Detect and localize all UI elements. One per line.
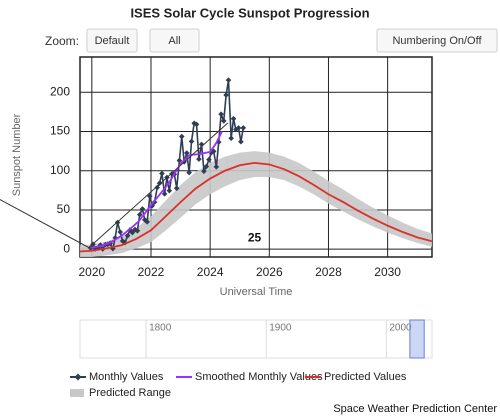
data-point	[112, 235, 118, 241]
data-point	[147, 193, 153, 200]
data-point	[178, 133, 185, 140]
data-point	[213, 164, 220, 170]
button[interactable]: All	[149, 28, 200, 53]
button-label[interactable]: All	[168, 35, 180, 47]
button-bg[interactable]	[86, 28, 138, 53]
x-tick-label: 2028	[315, 265, 342, 279]
x-tick-label: 2022	[138, 265, 165, 279]
data-point	[156, 180, 163, 186]
legend-item[interactable]: Smoothed Monthly Values	[176, 371, 323, 383]
button-label[interactable]: Numbering On/Off	[392, 35, 482, 47]
y-axis-title: Sunspot Number	[11, 113, 23, 196]
navigator-tick-label: 2000	[389, 323, 412, 334]
data-point	[173, 185, 180, 192]
legend-marker[interactable]	[74, 373, 82, 381]
data-point	[110, 245, 116, 252]
data-point	[183, 150, 190, 156]
chart-title: ISES Solar Cycle Sunspot Progression	[130, 5, 369, 20]
x-tick-label: 2020	[78, 265, 105, 279]
data-point	[139, 206, 146, 212]
y-tick-label: 200	[50, 84, 70, 98]
navigator-tick-label: 1800	[149, 323, 172, 334]
data-point	[235, 125, 242, 131]
button[interactable]: Default	[86, 28, 138, 53]
series-line	[90, 131, 223, 249]
y-tick-label: 150	[50, 124, 70, 138]
data-point	[201, 168, 207, 174]
x-tick-label: 2026	[256, 265, 283, 279]
legend-label[interactable]: Predicted Values	[324, 371, 407, 383]
x-tick-label: 2024	[197, 265, 224, 279]
data-point	[225, 77, 232, 83]
navigator-selection[interactable]	[409, 319, 425, 359]
legend-label[interactable]: Smoothed Monthly Values	[195, 371, 323, 383]
data-point	[129, 229, 136, 236]
data-point	[117, 229, 124, 235]
data-point	[191, 120, 197, 127]
legend-item[interactable]: Predicted Range	[70, 387, 171, 399]
navigator-line	[0, 122, 229, 249]
data-point	[136, 211, 143, 218]
button-bg[interactable]	[149, 28, 200, 53]
data-point	[166, 187, 173, 194]
data-point	[134, 228, 141, 234]
button-label[interactable]: Default	[95, 35, 130, 47]
data-point	[215, 139, 222, 145]
data-point	[208, 149, 215, 156]
zoom-label: Zoom:	[45, 34, 79, 48]
y-tick-label: 100	[50, 163, 70, 177]
data-point	[193, 121, 200, 128]
data-point	[176, 157, 183, 164]
button[interactable]: Numbering On/Off	[376, 28, 498, 53]
data-point	[206, 156, 212, 163]
data-point	[161, 191, 168, 197]
data-point	[95, 245, 101, 251]
data-point	[223, 92, 229, 98]
data-point	[240, 125, 247, 131]
credit: Space Weather Prediction Center	[333, 403, 497, 415]
legend-label[interactable]: Predicted Range	[89, 387, 171, 399]
data-point	[230, 115, 237, 122]
plot-border	[79, 56, 433, 258]
data-point	[238, 138, 244, 145]
data-point	[144, 219, 150, 225]
x-axis-title: Universal Time	[220, 286, 293, 298]
data-point	[154, 184, 161, 191]
data-point	[218, 111, 224, 117]
data-point	[159, 170, 165, 177]
legend-item[interactable]: Predicted Values	[305, 371, 407, 383]
data-point	[196, 156, 202, 162]
data-point	[149, 202, 155, 209]
navigator-tick-label: 1900	[269, 323, 292, 334]
data-point	[198, 141, 205, 148]
data-point	[141, 217, 148, 223]
data-point	[203, 163, 210, 170]
series-line	[80, 161, 432, 253]
x-tick-label: 2030	[374, 265, 401, 279]
legend-label[interactable]: Monthly Values	[89, 371, 164, 383]
data-point	[188, 138, 195, 145]
data-point	[220, 118, 227, 124]
data-point	[124, 232, 131, 239]
y-tick-label: 0	[63, 241, 70, 255]
data-point	[186, 169, 192, 176]
legend-swatch[interactable]	[70, 389, 84, 397]
button-bg[interactable]	[376, 28, 498, 53]
y-tick-label: 50	[57, 202, 71, 216]
data-point	[228, 135, 234, 142]
legend-item[interactable]: Monthly Values	[70, 371, 164, 383]
annotation: 25	[248, 230, 262, 244]
navigator-bg	[79, 319, 433, 359]
data-point	[87, 245, 94, 251]
